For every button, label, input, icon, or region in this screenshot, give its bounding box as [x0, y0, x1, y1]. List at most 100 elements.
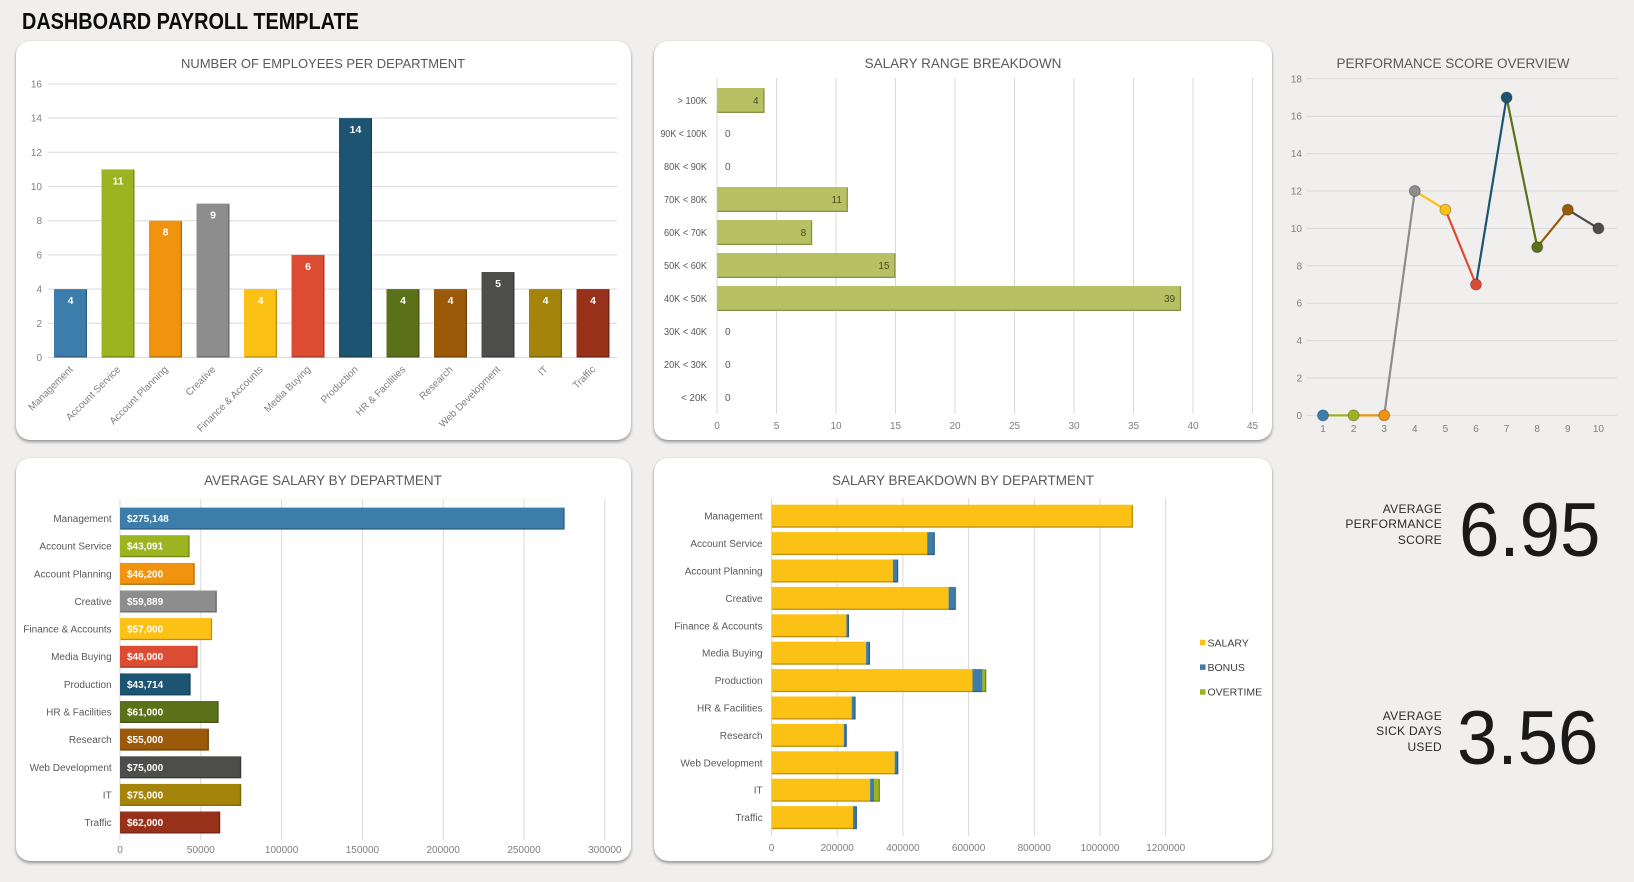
svg-text:14: 14: [350, 124, 362, 136]
svg-text:25: 25: [1009, 421, 1021, 432]
svg-text:4: 4: [753, 96, 759, 107]
svg-text:39: 39: [1164, 294, 1176, 305]
svg-text:Media Buying: Media Buying: [51, 652, 112, 663]
svg-text:$48,000: $48,000: [127, 652, 164, 663]
svg-text:0: 0: [117, 845, 123, 856]
svg-text:SALARY RANGE BREAKDOWN: SALARY RANGE BREAKDOWN: [865, 56, 1062, 71]
svg-text:10: 10: [1291, 224, 1303, 235]
svg-text:Creative: Creative: [184, 364, 218, 398]
svg-text:70K < 80K: 70K < 80K: [664, 195, 707, 206]
svg-text:4: 4: [1296, 336, 1302, 347]
svg-text:0: 0: [1296, 411, 1302, 422]
svg-text:10: 10: [830, 421, 842, 432]
svg-text:8: 8: [1534, 424, 1540, 435]
svg-text:NUMBER OF EMPLOYEES PER DEPART: NUMBER OF EMPLOYEES PER DEPARTMENT: [181, 56, 465, 71]
svg-text:400000: 400000: [886, 843, 920, 854]
svg-text:0: 0: [725, 129, 731, 140]
svg-text:150000: 150000: [346, 845, 380, 856]
svg-text:20K < 30K: 20K < 30K: [664, 360, 707, 371]
svg-text:$57,000: $57,000: [127, 625, 164, 636]
svg-text:60K < 70K: 60K < 70K: [664, 228, 707, 239]
svg-text:OVERTIME: OVERTIME: [1208, 687, 1263, 699]
svg-text:7: 7: [1504, 424, 1510, 435]
svg-text:$59,889: $59,889: [127, 597, 164, 608]
svg-text:1: 1: [1320, 424, 1326, 435]
svg-text:300000: 300000: [588, 845, 622, 856]
svg-text:200000: 200000: [821, 843, 855, 854]
svg-text:50000: 50000: [187, 845, 215, 856]
svg-text:2: 2: [1351, 424, 1357, 435]
svg-text:4: 4: [36, 285, 42, 296]
svg-text:Research: Research: [69, 735, 112, 746]
svg-text:0: 0: [769, 843, 775, 854]
svg-text:4: 4: [543, 295, 549, 307]
svg-text:1000000: 1000000: [1081, 843, 1120, 854]
svg-text:Creative: Creative: [74, 597, 112, 608]
svg-text:0: 0: [725, 162, 731, 173]
svg-text:Media Buying: Media Buying: [702, 649, 763, 660]
svg-text:$43,714: $43,714: [127, 680, 164, 691]
svg-text:Management: Management: [53, 514, 112, 525]
svg-text:$55,000: $55,000: [127, 735, 164, 746]
svg-text:Web Development: Web Development: [30, 763, 112, 774]
svg-text:11: 11: [832, 195, 843, 206]
svg-text:$75,000: $75,000: [127, 790, 164, 801]
svg-text:4: 4: [448, 295, 454, 307]
svg-text:IT: IT: [103, 790, 112, 801]
svg-text:100000: 100000: [265, 845, 299, 856]
svg-text:9: 9: [210, 210, 216, 222]
svg-text:16: 16: [1291, 112, 1303, 123]
svg-text:Creative: Creative: [725, 594, 763, 605]
svg-text:$46,200: $46,200: [127, 569, 164, 580]
svg-text:50K < 60K: 50K < 60K: [664, 261, 707, 272]
svg-text:Production: Production: [64, 680, 112, 691]
svg-text:PERFORMANCE SCORE OVERVIEW: PERFORMANCE SCORE OVERVIEW: [1336, 56, 1569, 71]
svg-text:6: 6: [1296, 299, 1302, 310]
svg-text:12: 12: [31, 148, 43, 159]
svg-text:$275,148: $275,148: [127, 514, 169, 525]
svg-text:6: 6: [1473, 424, 1479, 435]
svg-text:6: 6: [305, 261, 311, 273]
svg-text:2: 2: [36, 319, 42, 330]
svg-text:Account Service: Account Service: [39, 542, 112, 553]
svg-text:200000: 200000: [427, 845, 461, 856]
svg-text:9: 9: [1565, 424, 1571, 435]
svg-text:Management: Management: [704, 512, 763, 523]
svg-text:1200000: 1200000: [1146, 843, 1185, 854]
svg-text:Account Service: Account Service: [690, 539, 763, 550]
svg-text:6: 6: [36, 250, 42, 261]
svg-text:0: 0: [725, 393, 731, 404]
svg-text:12: 12: [1291, 187, 1303, 198]
svg-text:18: 18: [1291, 74, 1303, 85]
svg-text:5: 5: [495, 278, 501, 290]
svg-text:5: 5: [1443, 424, 1449, 435]
svg-text:20: 20: [949, 421, 961, 432]
svg-text:10: 10: [31, 182, 43, 193]
svg-text:HR & Facilities: HR & Facilities: [354, 364, 408, 418]
svg-text:Media Buying: Media Buying: [262, 364, 313, 415]
svg-text:BONUS: BONUS: [1208, 662, 1245, 674]
svg-text:Research: Research: [720, 731, 763, 742]
svg-text:$62,000: $62,000: [127, 818, 164, 829]
svg-text:800000: 800000: [1018, 843, 1052, 854]
svg-text:8: 8: [36, 216, 42, 227]
svg-text:80K < 90K: 80K < 90K: [664, 162, 707, 173]
svg-text:15: 15: [878, 261, 890, 272]
svg-text:0: 0: [725, 327, 731, 338]
svg-text:8: 8: [163, 227, 169, 239]
svg-text:HR & Facilities: HR & Facilities: [46, 708, 112, 719]
svg-text:$61,000: $61,000: [127, 708, 164, 719]
svg-text:IT: IT: [754, 786, 763, 797]
svg-text:0: 0: [725, 360, 731, 371]
svg-text:14: 14: [1291, 149, 1303, 160]
svg-text:Management: Management: [27, 364, 76, 413]
svg-text:Finance & Accounts: Finance & Accounts: [674, 621, 762, 632]
svg-text:4: 4: [590, 295, 596, 307]
svg-text:16: 16: [31, 79, 43, 90]
svg-text:250000: 250000: [507, 845, 541, 856]
svg-text:4: 4: [258, 295, 264, 307]
svg-text:IT: IT: [537, 364, 551, 378]
svg-text:Account Planning: Account Planning: [34, 569, 112, 580]
svg-text:$75,000: $75,000: [127, 763, 164, 774]
svg-text:10: 10: [1593, 424, 1605, 435]
